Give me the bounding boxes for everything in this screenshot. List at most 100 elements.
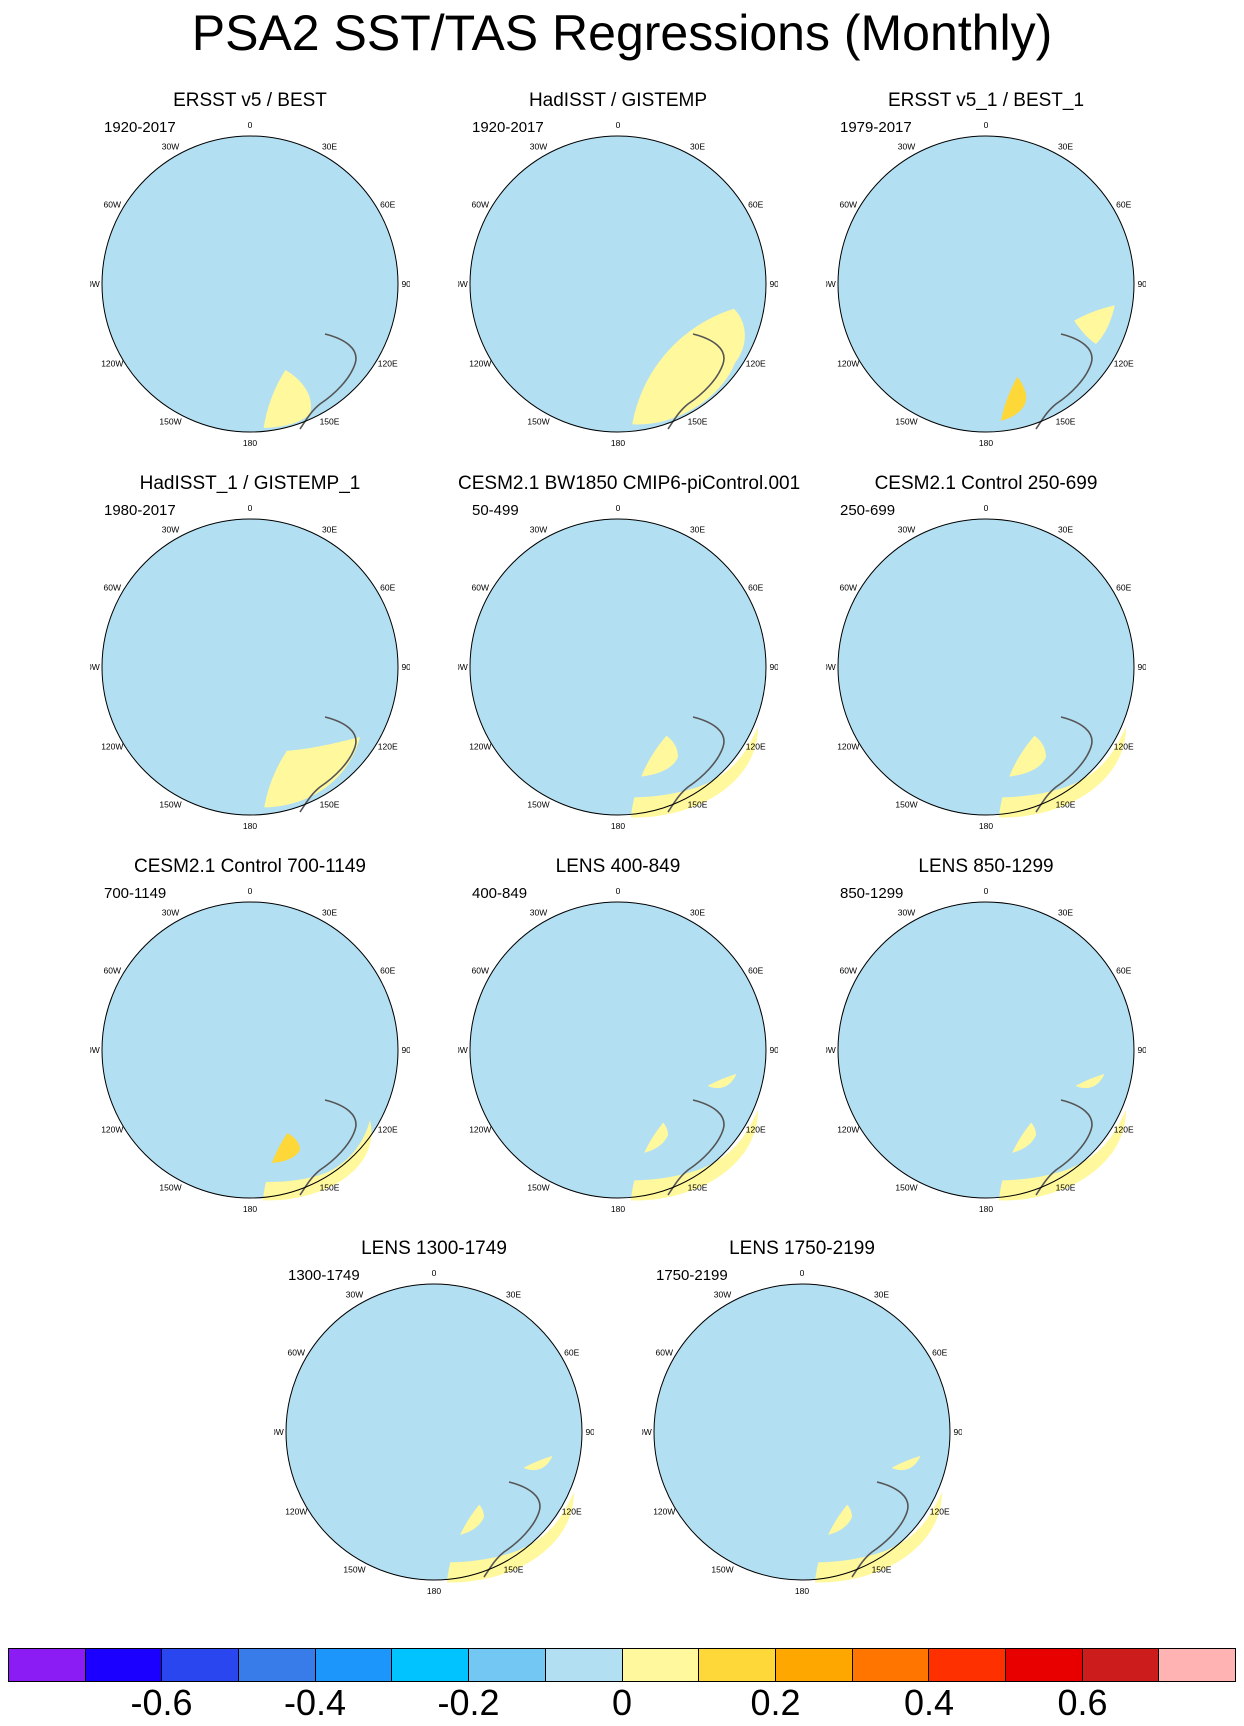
- longitude-label: 120E: [378, 359, 398, 369]
- longitude-label: 150W: [895, 1183, 917, 1193]
- panel-title: LENS 1750-2199: [729, 1238, 875, 1259]
- longitude-label: 90W: [458, 279, 468, 289]
- colorbar-label: 0.6: [1057, 1682, 1108, 1723]
- longitude-label: 60E: [1116, 583, 1131, 593]
- longitude-label: 180: [611, 438, 625, 448]
- colorbar-cell: [239, 1648, 316, 1682]
- longitude-label: 120E: [378, 1125, 398, 1135]
- longitude-label: 120W: [101, 1125, 123, 1135]
- polar-map: 0 30E 60E 90E 120E 150E 180 150W 120W 90W 60W 30W: [458, 886, 778, 1214]
- colorbar-label: -0.2: [437, 1682, 500, 1723]
- longitude-label: 30E: [690, 141, 705, 151]
- longitude-label: 120E: [378, 742, 398, 752]
- longitude-label: 120E: [1114, 742, 1134, 752]
- longitude-label: 120E: [562, 1507, 582, 1517]
- ocean-background: [102, 136, 398, 432]
- map-panel: CESM2.1 Control 700-1149 700-1149 0 30E 60E 9…: [90, 856, 410, 1216]
- longitude-label: 180: [979, 821, 993, 831]
- longitude-label: 30W: [530, 907, 547, 917]
- map-border: [653, 1283, 951, 1581]
- map-border: [101, 135, 399, 433]
- longitude-label: 150E: [1056, 1183, 1076, 1193]
- coastline: [299, 1099, 357, 1196]
- longitude-label: 60W: [840, 583, 857, 593]
- colorbar-label: -0.6: [130, 1682, 193, 1723]
- longitude-label: 150W: [895, 800, 917, 810]
- colorbar-cell: [699, 1648, 776, 1682]
- colorbar-cell: [775, 1648, 853, 1682]
- panel-period: 1980-2017: [104, 502, 176, 519]
- map-panel: ERSST v5 / BEST 1920-2017 0 30E 60E 90E 120E 15…: [90, 90, 410, 450]
- longitude-label: 30W: [162, 141, 179, 151]
- longitude-label: 180: [243, 821, 257, 831]
- longitude-label: 0: [984, 886, 989, 896]
- map-border: [469, 518, 767, 816]
- coastline: [667, 716, 725, 813]
- colorbar-cell: [469, 1648, 546, 1682]
- longitude-label: 60E: [1116, 200, 1131, 210]
- polar-map: 0 30E 60E 90E 120E 150E 180 150W 120W 90W 60W 30W: [826, 120, 1146, 448]
- longitude-label: 180: [979, 1204, 993, 1214]
- longitude-label: 150E: [688, 417, 708, 427]
- longitude-label: 120E: [746, 1125, 766, 1135]
- longitude-label: 120E: [1114, 1125, 1134, 1135]
- panel-period: 1979-2017: [840, 119, 912, 136]
- longitude-label: 60E: [380, 200, 395, 210]
- colorbar-cell: [162, 1648, 240, 1682]
- longitude-label: 30E: [1058, 524, 1073, 534]
- longitude-label: 150E: [320, 800, 340, 810]
- longitude-label: 30E: [322, 141, 337, 151]
- longitude-label: 90E: [401, 279, 410, 289]
- longitude-label: 60W: [104, 966, 121, 976]
- longitude-label: 30W: [162, 907, 179, 917]
- longitude-label: 150W: [343, 1565, 365, 1575]
- map-border: [101, 901, 399, 1199]
- longitude-label: 180: [427, 1586, 441, 1596]
- longitude-label: 120E: [746, 359, 766, 369]
- longitude-label: 90E: [769, 1045, 778, 1055]
- map-panel: CESM2.1 Control 250-699 250-699 0 30E 60E 90E…: [826, 473, 1146, 833]
- longitude-label: 0: [616, 886, 621, 896]
- ocean-background: [102, 902, 398, 1198]
- longitude-label: 0: [800, 1268, 805, 1278]
- longitude-label: 120W: [837, 1125, 859, 1135]
- ocean-background: [102, 519, 398, 815]
- ocean-background: [838, 902, 1134, 1198]
- longitude-label: 150W: [711, 1565, 733, 1575]
- longitude-label: 180: [243, 1204, 257, 1214]
- anomaly-region: [630, 344, 738, 425]
- coastline: [1035, 333, 1093, 430]
- anomaly-region: [262, 357, 311, 428]
- longitude-label: 60E: [1116, 966, 1131, 976]
- panel-title: CESM2.1 Control 700-1149: [134, 856, 366, 877]
- longitude-label: 120W: [469, 359, 491, 369]
- longitude-label: 30W: [346, 1289, 363, 1299]
- longitude-label: 90W: [274, 1427, 284, 1437]
- longitude-label: 120W: [101, 742, 123, 752]
- colorbar-cell: [852, 1648, 930, 1682]
- panel-period: 850-1299: [840, 885, 904, 902]
- longitude-label: 90E: [401, 1045, 410, 1055]
- colorbar-cell: [1005, 1648, 1083, 1682]
- longitude-label: 60W: [104, 200, 121, 210]
- map-panel: CESM2.1 BW1850 CMIP6-piControl.001 50-499…: [458, 473, 800, 833]
- longitude-label: 90E: [401, 662, 410, 672]
- longitude-label: 120W: [469, 1125, 491, 1135]
- longitude-label: 180: [795, 1586, 809, 1596]
- map-panel: LENS 400-849 400-849 0 30E 60E 90E 120E 150E 180…: [458, 856, 778, 1216]
- longitude-label: 30W: [530, 524, 547, 534]
- longitude-label: 60W: [104, 583, 121, 593]
- coastline: [1035, 1099, 1093, 1196]
- longitude-label: 180: [611, 1204, 625, 1214]
- longitude-label: 150W: [527, 417, 549, 427]
- longitude-label: 90W: [90, 279, 100, 289]
- longitude-label: 150E: [320, 1183, 340, 1193]
- ocean-background: [470, 902, 766, 1198]
- longitude-label: 60W: [472, 966, 489, 976]
- longitude-label: 90W: [826, 1045, 836, 1055]
- colorbar-cell: [1159, 1648, 1236, 1682]
- colorbar-cell: [392, 1648, 470, 1682]
- longitude-label: 60E: [748, 966, 763, 976]
- longitude-label: 60E: [932, 1348, 947, 1358]
- longitude-label: 0: [248, 886, 253, 896]
